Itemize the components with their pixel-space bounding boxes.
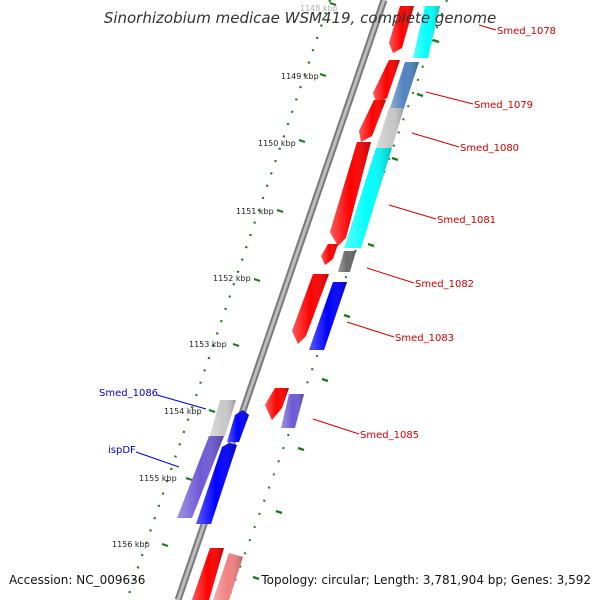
gene-ispdf[interactable] <box>177 436 237 524</box>
gene-label-smed-1081: Smed_1081 <box>437 215 496 226</box>
gene-label-ispdf: ispDF <box>108 445 136 456</box>
ruler-label-1149: 1149 kbp <box>281 72 319 81</box>
kbp-ruler: 1148 kbp 1149 kbp 1150 kbp 1151 kbp 1152… <box>112 0 338 600</box>
gene-label-smed-1079: Smed_1079 <box>474 100 533 111</box>
label-leader-lines <box>135 24 497 468</box>
ruler-label-1148: 1148 kbp <box>300 4 338 13</box>
ruler-label-1151: 1151 kbp <box>236 207 274 216</box>
gene-features <box>177 6 440 600</box>
gene-partial-bottom[interactable] <box>192 548 243 600</box>
gene-smed-1083[interactable] <box>292 274 347 350</box>
gene-smed-1079[interactable] <box>373 60 419 108</box>
topology-text: Topology: circular; Length: 3,781,904 bp… <box>261 573 591 587</box>
gene-label-smed-1080: Smed_1080 <box>460 143 519 154</box>
map-title: Sinorhizobium medicae WSM419, complete g… <box>103 9 497 27</box>
gene-smed-1085[interactable] <box>265 388 304 428</box>
gene-smed-1086[interactable] <box>210 400 249 442</box>
ruler-label-1150: 1150 kbp <box>258 139 296 148</box>
ruler-label-1153: 1153 kbp <box>189 340 227 349</box>
gene-smed-1080[interactable] <box>359 100 404 148</box>
ruler-label-1156: 1156 kbp <box>112 540 150 549</box>
gene-smed-1082[interactable] <box>321 244 356 272</box>
gene-label-smed-1082: Smed_1082 <box>415 279 474 290</box>
ruler-label-1152: 1152 kbp <box>213 274 251 283</box>
gene-smed-1078[interactable] <box>389 6 440 58</box>
outer-track <box>227 0 448 600</box>
gene-label-smed-1078: Smed_1078 <box>497 26 556 37</box>
ruler-label-1155: 1155 kbp <box>139 474 177 483</box>
gene-smed-1081[interactable] <box>330 142 392 248</box>
accession-text: Accession: NC_009636 <box>9 573 146 587</box>
gene-label-smed-1083: Smed_1083 <box>395 333 454 344</box>
gene-label-smed-1085: Smed_1085 <box>360 430 419 441</box>
ruler-label-1154: 1154 kbp <box>164 407 202 416</box>
ruler-tick-marks <box>161 1 337 548</box>
gene-label-smed-1086: Smed_1086 <box>99 388 158 399</box>
